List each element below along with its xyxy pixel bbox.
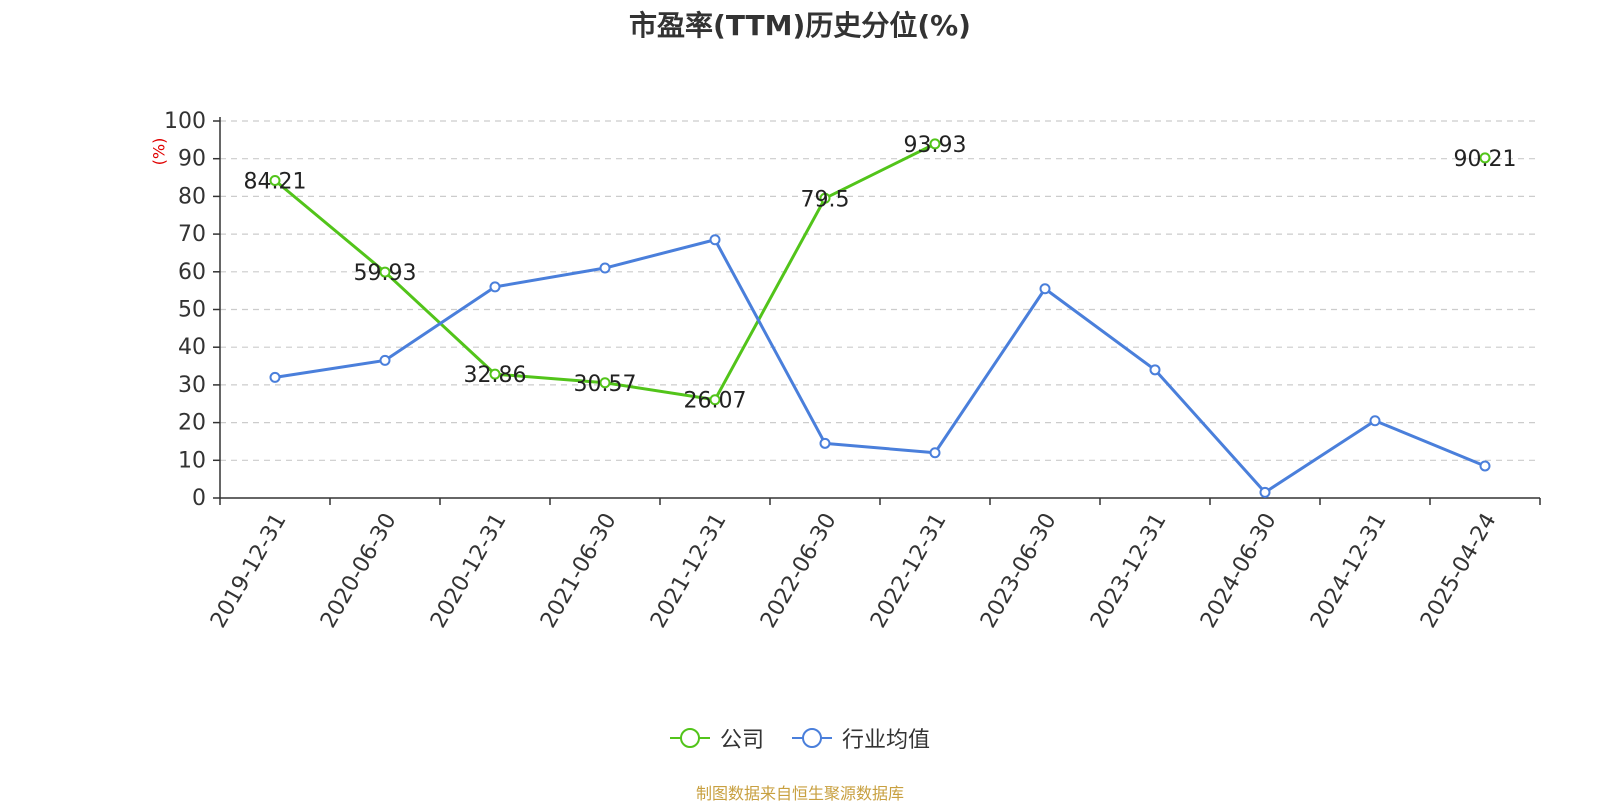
y-tick-label: 30 [178, 373, 206, 398]
y-tick-label: 0 [192, 486, 206, 511]
x-tick-label: 2023-12-31 [1086, 509, 1172, 632]
data-point [379, 354, 391, 366]
legend-marker-company-icon [669, 728, 710, 748]
data-point [1259, 486, 1271, 498]
data-label: 93.93 [904, 133, 967, 158]
series-layer [269, 138, 1491, 498]
y-tick-label: 80 [178, 184, 206, 209]
data-point [819, 192, 831, 204]
data-point [379, 266, 391, 278]
x-tick-label: 2020-12-31 [426, 509, 512, 632]
data-label: 59.93 [354, 261, 417, 286]
x-tick-label: 2022-06-30 [756, 509, 842, 632]
data-label: 26.07 [684, 389, 747, 414]
x-tick-label: 2021-06-30 [536, 509, 622, 632]
data-point [269, 371, 281, 383]
data-point [489, 368, 501, 380]
data-point [599, 377, 611, 389]
y-tick-label: 70 [178, 222, 206, 247]
data-label: 79.5 [801, 187, 850, 212]
axis-layer: 0 10 20 30 40 50 60 70 80 90 100 2019-12-31 2020-06-… [164, 109, 1541, 632]
x-tick-label: 2023-06-30 [976, 509, 1062, 632]
y-tick-label: 40 [178, 335, 206, 360]
y-tick-label: 100 [164, 109, 206, 134]
legend-marker-industry-icon [792, 728, 832, 748]
label-layer: 84.21 59.93 32.86 30.57 26.07 79.5 93.93 90.21 [244, 133, 1517, 414]
data-point [819, 437, 831, 449]
x-tick-label: 2024-12-31 [1306, 509, 1392, 632]
data-point [929, 447, 941, 459]
y-tick-label: 60 [178, 260, 206, 285]
data-point [1479, 460, 1491, 472]
x-tick-label: 2019-12-31 [206, 509, 292, 632]
x-tick-label: 2024-06-30 [1196, 509, 1282, 632]
source-note: 制图数据来自恒生聚源数据库 [695, 784, 904, 803]
data-point [269, 175, 281, 187]
data-point [1369, 415, 1381, 427]
series-1 [269, 234, 1491, 498]
data-point [599, 262, 611, 274]
data-label: 32.86 [464, 363, 527, 388]
x-tick-label: 2022-12-31 [866, 509, 952, 632]
x-tick-label: 2021-12-31 [646, 509, 732, 632]
data-point [489, 281, 501, 293]
data-point [1039, 283, 1051, 295]
y-tick-label: 20 [178, 411, 206, 436]
y-tick-label: 10 [178, 448, 206, 473]
series-0 [269, 138, 1491, 406]
grid-layer [220, 120, 1540, 461]
data-point [929, 138, 941, 150]
legend-item-company[interactable]: 公司 [669, 722, 764, 754]
y-tick-label: 50 [178, 298, 206, 323]
data-label: 30.57 [574, 372, 637, 397]
legend-item-industry[interactable]: 行业均值 [792, 722, 930, 754]
series-line [274, 238, 1486, 494]
data-point [1149, 364, 1161, 376]
x-tick-label: 2025-04-24 [1416, 509, 1502, 632]
legend: 公司 行业均值 [0, 722, 1600, 754]
data-label: 84.21 [244, 170, 307, 195]
legend-label-company: 公司 [719, 728, 764, 753]
y-tick-label: 90 [178, 147, 206, 172]
legend-label-industry: 行业均值 [842, 728, 931, 753]
data-point [709, 394, 721, 406]
data-point [1479, 152, 1491, 164]
data-point [709, 234, 721, 246]
chart-title: 市盈率(TTM)历史分位(%) [629, 9, 971, 42]
data-label: 90.21 [1454, 147, 1517, 172]
x-tick-label: 2020-06-30 [316, 509, 402, 632]
